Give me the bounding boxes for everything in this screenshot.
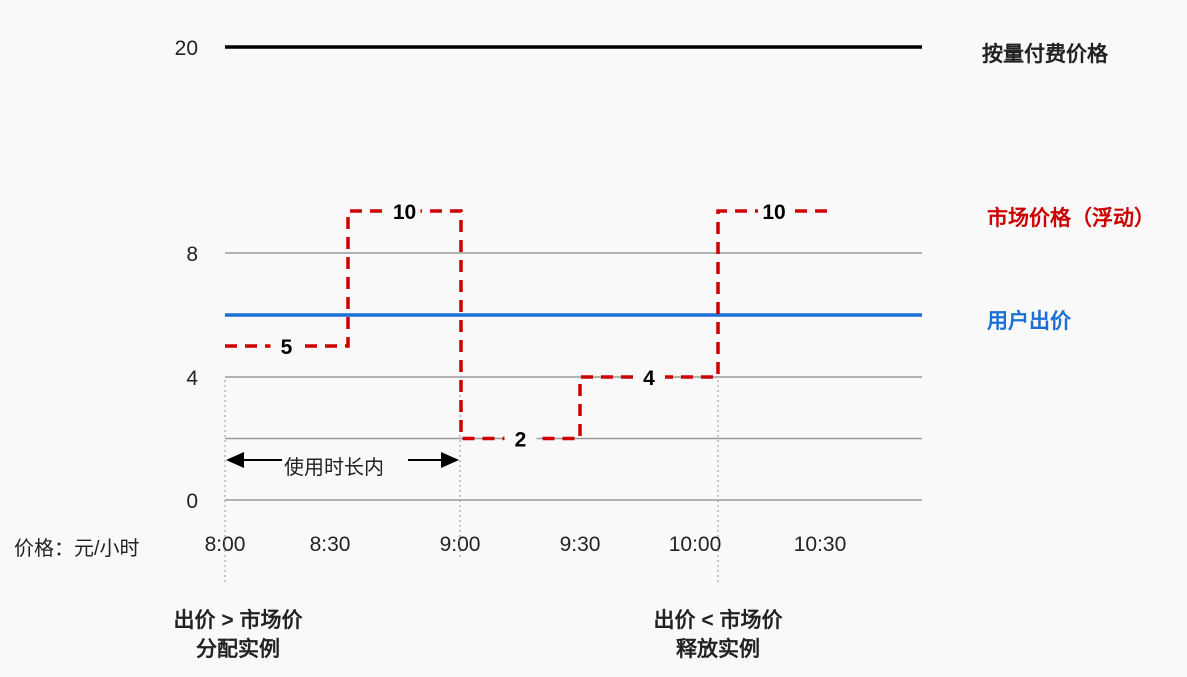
x-tick-label: 10:30 bbox=[794, 533, 847, 556]
y-tick-label: 8 bbox=[186, 243, 198, 266]
release-action: 释放实例 bbox=[676, 638, 760, 661]
allocate-condition: 出价 > 市场价 bbox=[173, 609, 303, 632]
duration-label: 使用时长内 bbox=[282, 451, 386, 480]
data-label: 10 bbox=[762, 201, 785, 224]
data-label-bg bbox=[504, 426, 537, 451]
y-tick-label: 20 bbox=[175, 37, 198, 60]
x-tick-label: 9:00 bbox=[440, 533, 481, 556]
x-tick-label: 9:30 bbox=[560, 533, 601, 556]
data-label-bg bbox=[633, 365, 665, 389]
data-label-bg bbox=[758, 199, 790, 223]
release-condition: 出价 < 市场价 bbox=[653, 609, 783, 632]
allocate-action: 分配实例 bbox=[196, 638, 280, 661]
x-tick-label: 10:00 bbox=[669, 533, 722, 556]
arrow-right-icon bbox=[441, 452, 459, 468]
y-unit-label: 价格：元/小时 bbox=[14, 538, 140, 560]
y-tick-label: 4 bbox=[186, 367, 198, 390]
x-tick-label: 8:00 bbox=[205, 533, 246, 556]
legend-user-bid: 用户出价 bbox=[987, 310, 1071, 333]
data-label: 2 bbox=[515, 429, 527, 452]
legend-on-demand: 按量付费价格 bbox=[982, 43, 1108, 66]
y-tick-label: 0 bbox=[186, 490, 198, 513]
x-tick-label: 8:30 bbox=[310, 533, 351, 556]
data-label: 10 bbox=[393, 201, 416, 224]
data-label: 5 bbox=[281, 336, 293, 359]
data-label: 4 bbox=[643, 367, 655, 390]
data-label-bg bbox=[388, 199, 421, 223]
data-label-bg bbox=[270, 334, 303, 358]
arrow-left-icon bbox=[226, 452, 244, 468]
legend-market-price: 市场价格（浮动） bbox=[987, 207, 1155, 230]
market-price-step-line bbox=[225, 209, 830, 441]
allocate-note: 出价 > 市场价 分配实例 bbox=[138, 606, 338, 664]
release-note: 出价 < 市场价 释放实例 bbox=[618, 606, 818, 664]
